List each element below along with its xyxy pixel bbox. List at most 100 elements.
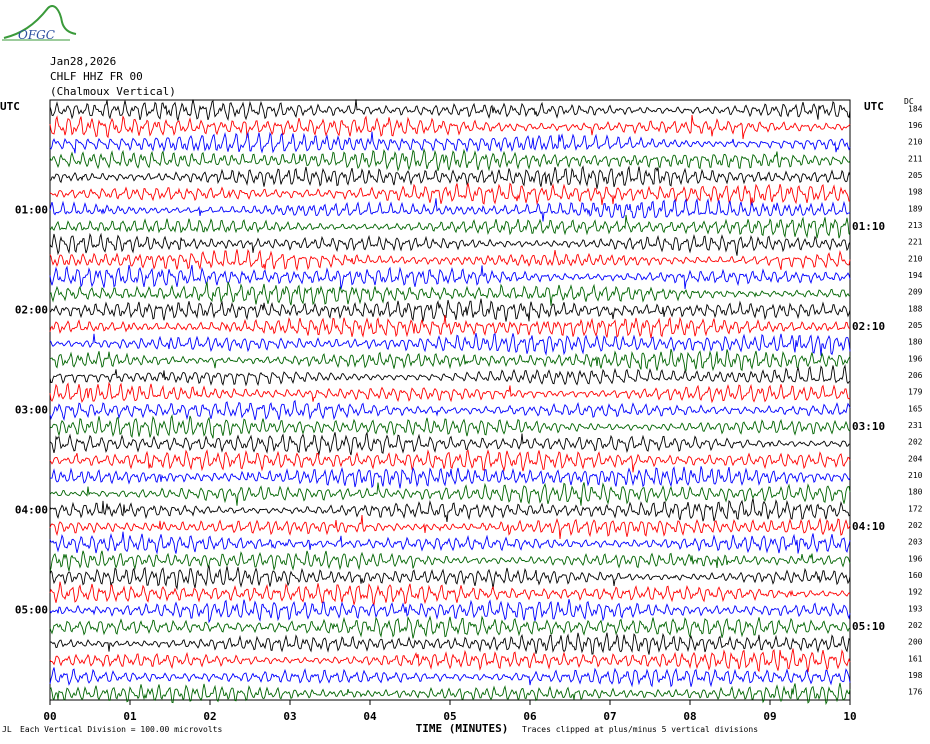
dc-offset-label: 193 bbox=[908, 604, 923, 613]
x-tick-label: 04 bbox=[363, 710, 377, 723]
dc-offset-label: 172 bbox=[908, 504, 923, 513]
dc-offset-label: 180 bbox=[908, 488, 923, 497]
left-time-label: 02:00 bbox=[15, 303, 48, 316]
dc-offset-label: 176 bbox=[908, 688, 923, 697]
left-time-label: 01:00 bbox=[15, 203, 48, 216]
dc-offset-labels: 184 196 210 211 205 198 189 213 221 210 194 209 188 2… bbox=[908, 104, 923, 696]
dc-offset-label: 210 bbox=[908, 254, 923, 263]
dc-offset-label: 203 bbox=[908, 538, 923, 547]
trace-line-25 bbox=[49, 514, 851, 540]
x-tick-label: 02 bbox=[203, 710, 216, 723]
dc-offset-label: 189 bbox=[908, 204, 923, 213]
dc-offset-label: 221 bbox=[908, 238, 923, 247]
utc-right-label: UTC bbox=[864, 100, 884, 113]
dc-offset-label: 196 bbox=[908, 354, 923, 363]
trace-line-10 bbox=[49, 264, 851, 290]
trace-line-23 bbox=[49, 482, 851, 506]
trace-line-19 bbox=[49, 414, 851, 439]
dc-offset-label: 198 bbox=[908, 188, 923, 197]
dc-offset-label: 200 bbox=[908, 638, 923, 647]
dc-offset-label: 161 bbox=[908, 654, 923, 663]
dc-offset-label: 165 bbox=[908, 404, 923, 413]
trace-line-4 bbox=[49, 165, 851, 189]
dc-offset-label: 205 bbox=[908, 171, 923, 180]
x-tick-label: 07 bbox=[603, 710, 616, 723]
trace-line-0 bbox=[49, 99, 851, 123]
x-tick-label: 00 bbox=[43, 710, 56, 723]
trace-line-17 bbox=[49, 381, 851, 404]
trace-line-11 bbox=[49, 281, 851, 306]
x-tick-label: 10 bbox=[843, 710, 856, 723]
logo-text: OFGC bbox=[18, 28, 55, 42]
dc-offset-label: 196 bbox=[908, 554, 923, 563]
dc-offset-label: 213 bbox=[908, 221, 923, 230]
trace-group bbox=[49, 99, 851, 706]
right-time-label: 05:10 bbox=[852, 620, 885, 633]
dc-offset-label: 202 bbox=[908, 438, 923, 447]
dc-offset-label: 211 bbox=[908, 154, 923, 163]
trace-line-12 bbox=[49, 298, 851, 322]
trace-line-5 bbox=[49, 182, 851, 206]
dc-offset-label: 210 bbox=[908, 138, 923, 147]
ofgc-logo bbox=[2, 4, 77, 41]
dc-offset-label: 206 bbox=[908, 371, 923, 380]
left-time-labels: 01:00 02:00 03:00 04:00 05:00 bbox=[15, 203, 48, 616]
right-time-labels: 01:10 02:10 03:10 04:10 05:10 bbox=[852, 220, 885, 633]
trace-line-22 bbox=[49, 466, 851, 489]
dc-offset-label: 179 bbox=[908, 388, 923, 397]
x-tick-label: 01 bbox=[123, 710, 137, 723]
dc-offset-label: 202 bbox=[908, 621, 923, 630]
right-time-label: 02:10 bbox=[852, 320, 885, 333]
dc-offset-label: 202 bbox=[908, 521, 923, 530]
trace-line-15 bbox=[50, 348, 851, 372]
trace-line-21 bbox=[49, 449, 851, 473]
dc-offset-label: 192 bbox=[908, 588, 923, 597]
dc-header-label: DC bbox=[904, 97, 914, 106]
plot-frame bbox=[49, 99, 851, 701]
dc-offset-label: 180 bbox=[908, 338, 923, 347]
trace-line-2 bbox=[49, 131, 851, 154]
clip-note: Traces clipped at plus/minus 5 vertical … bbox=[522, 725, 759, 734]
x-tick-label: 05 bbox=[443, 710, 456, 723]
dc-offset-label: 196 bbox=[908, 121, 923, 130]
dc-offset-label: 209 bbox=[908, 288, 923, 297]
trace-line-34 bbox=[49, 667, 851, 688]
dc-offset-label: 231 bbox=[908, 421, 923, 430]
station-location: (Chalmoux Vertical) bbox=[50, 85, 176, 98]
dc-offset-label: 210 bbox=[908, 471, 923, 480]
x-axis-label: TIME (MINUTES) bbox=[416, 722, 509, 735]
dc-offset-label: 194 bbox=[908, 271, 923, 280]
trace-line-28 bbox=[49, 565, 851, 591]
left-time-label: 03:00 bbox=[15, 403, 48, 416]
chart-date: Jan28,2026 bbox=[50, 55, 117, 68]
trace-line-32 bbox=[49, 632, 851, 655]
trace-line-8 bbox=[49, 232, 851, 256]
right-time-label: 01:10 bbox=[852, 220, 885, 233]
utc-left-label: UTC bbox=[0, 100, 20, 113]
dc-offset-label: 205 bbox=[908, 321, 923, 330]
trace-line-18 bbox=[49, 399, 851, 422]
trace-line-14 bbox=[49, 333, 851, 356]
corner-mark: JL bbox=[2, 725, 12, 734]
dc-offset-label: 184 bbox=[908, 104, 923, 113]
trace-line-24 bbox=[49, 498, 851, 522]
trace-line-33 bbox=[49, 648, 851, 673]
right-time-label: 03:10 bbox=[852, 420, 885, 433]
x-axis: 00 01 02 03 04 05 06 07 08 09 10 bbox=[43, 700, 857, 723]
trace-line-29 bbox=[49, 581, 851, 606]
trace-line-30 bbox=[49, 599, 851, 624]
x-tick-label: 06 bbox=[523, 710, 537, 723]
dc-offset-label: 198 bbox=[908, 671, 923, 680]
trace-line-3 bbox=[49, 147, 851, 172]
x-tick-label: 08 bbox=[683, 710, 696, 723]
trace-line-9 bbox=[49, 248, 851, 272]
trace-line-16 bbox=[49, 364, 851, 387]
dc-offset-label: 204 bbox=[908, 454, 923, 463]
trace-line-1 bbox=[49, 114, 851, 140]
dc-offset-label: 188 bbox=[908, 304, 923, 313]
trace-line-13 bbox=[49, 314, 851, 339]
scale-note: Each Vertical Division = 100.00 microvol… bbox=[20, 725, 223, 734]
trace-line-6 bbox=[49, 197, 851, 222]
trace-line-31 bbox=[49, 615, 851, 639]
